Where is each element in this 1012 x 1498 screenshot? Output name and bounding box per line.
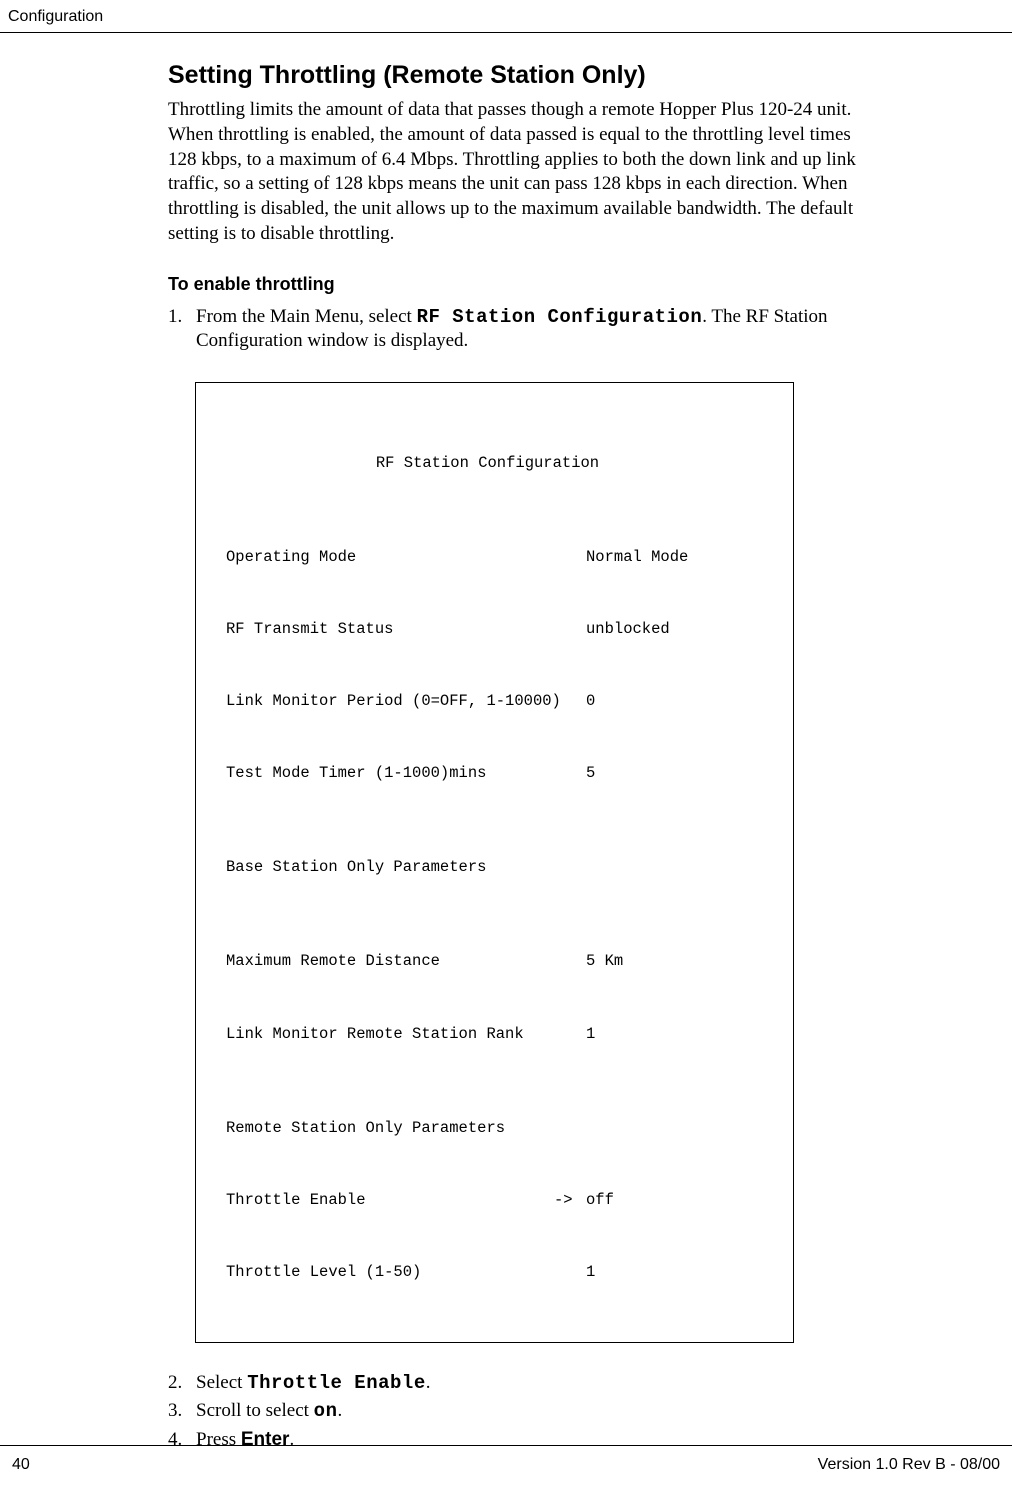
page-header: Configuration bbox=[0, 0, 1012, 33]
step-body: Scroll to select on. bbox=[196, 1399, 882, 1424]
config-title: RF Station Configuration bbox=[206, 451, 769, 475]
version-text: Version 1.0 Rev B - 08/00 bbox=[818, 1454, 1000, 1476]
config-arrow: -> bbox=[554, 1188, 586, 1212]
step-number: 1. bbox=[168, 305, 196, 354]
subheading: To enable throttling bbox=[168, 272, 882, 296]
menu-command: on bbox=[314, 1400, 338, 1422]
config-row: Test Mode Timer (1-1000)mins5 bbox=[226, 761, 769, 785]
config-label: Remote Station Only Parameters bbox=[226, 1116, 586, 1140]
main-content: Setting Throttling (Remote Station Only)… bbox=[0, 33, 1012, 1453]
page-footer: 40 Version 1.0 Rev B - 08/00 bbox=[0, 1445, 1012, 1476]
menu-command: Throttle Enable bbox=[247, 1372, 426, 1394]
config-value: unblocked bbox=[586, 617, 769, 641]
config-value: 5 bbox=[586, 761, 769, 785]
config-window: RF Station Configuration Operating ModeN… bbox=[195, 382, 794, 1343]
step-post: . bbox=[337, 1400, 342, 1421]
step-number: 3. bbox=[168, 1399, 196, 1424]
config-label: Throttle Enable bbox=[226, 1188, 554, 1212]
step-number: 2. bbox=[168, 1371, 196, 1396]
config-value: 1 bbox=[586, 1022, 769, 1046]
step-pre: Select bbox=[196, 1372, 247, 1393]
config-row: Remote Station Only Parameters bbox=[226, 1116, 769, 1140]
section-name: Configuration bbox=[8, 8, 103, 25]
config-row: Link Monitor Remote Station Rank1 bbox=[226, 1022, 769, 1046]
config-value: 1 bbox=[586, 1260, 769, 1284]
config-label: Link Monitor Period (0=OFF, 1-10000) bbox=[226, 689, 586, 713]
step-3: 3. Scroll to select on. bbox=[168, 1399, 882, 1424]
config-label: Throttle Level (1-50) bbox=[226, 1260, 586, 1284]
page-number: 40 bbox=[12, 1454, 30, 1476]
config-value: Normal Mode bbox=[586, 545, 769, 569]
menu-command: RF Station Configuration bbox=[417, 306, 703, 328]
config-label: Test Mode Timer (1-1000)mins bbox=[226, 761, 586, 785]
step-2: 2. Select Throttle Enable. bbox=[168, 1371, 882, 1396]
config-label: RF Transmit Status bbox=[226, 617, 586, 641]
config-value: off bbox=[586, 1188, 769, 1212]
page-title: Setting Throttling (Remote Station Only) bbox=[168, 59, 882, 93]
config-row: Base Station Only Parameters bbox=[226, 855, 769, 879]
config-label: Operating Mode bbox=[226, 545, 586, 569]
config-row: Throttle Level (1-50)1 bbox=[226, 1260, 769, 1284]
config-row: RF Transmit Statusunblocked bbox=[226, 617, 769, 641]
step-body: From the Main Menu, select RF Station Co… bbox=[196, 305, 882, 354]
step-pre: From the Main Menu, select bbox=[196, 306, 417, 327]
config-value: 5 Km bbox=[586, 949, 769, 973]
config-row: Link Monitor Period (0=OFF, 1-10000)0 bbox=[226, 689, 769, 713]
step-post: . bbox=[426, 1372, 431, 1393]
step-1: 1. From the Main Menu, select RF Station… bbox=[168, 305, 882, 354]
config-value: 0 bbox=[586, 689, 769, 713]
step-pre: Scroll to select bbox=[196, 1400, 314, 1421]
intro-paragraph: Throttling limits the amount of data tha… bbox=[168, 98, 882, 246]
config-row: Maximum Remote Distance5 Km bbox=[226, 949, 769, 973]
config-label: Link Monitor Remote Station Rank bbox=[226, 1022, 586, 1046]
config-row: Throttle Enable->off bbox=[226, 1188, 769, 1212]
config-label: Maximum Remote Distance bbox=[226, 949, 586, 973]
config-row: Operating ModeNormal Mode bbox=[226, 545, 769, 569]
config-label: Base Station Only Parameters bbox=[226, 855, 586, 879]
step-body: Select Throttle Enable. bbox=[196, 1371, 882, 1396]
